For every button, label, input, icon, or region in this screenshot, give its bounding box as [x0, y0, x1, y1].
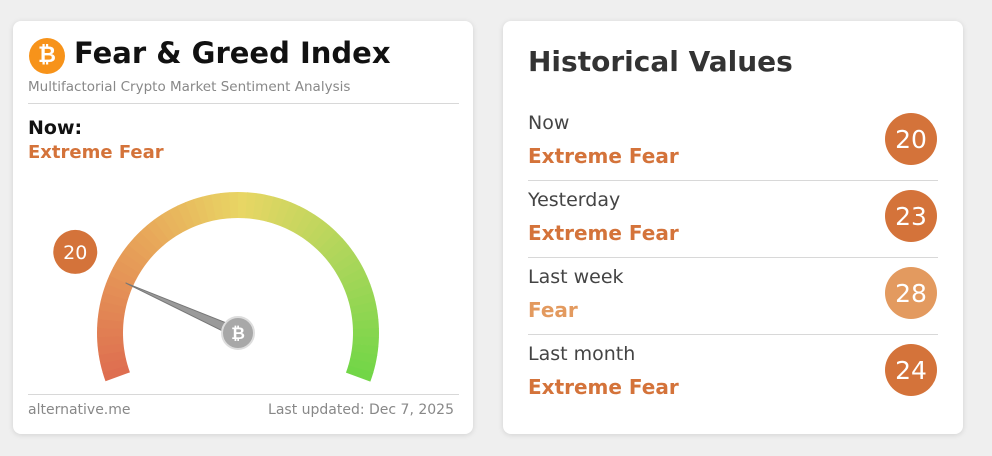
- gauge-arc: [245, 192, 257, 220]
- row-classification: Extreme Fear: [528, 221, 679, 245]
- gauge-arc: [322, 238, 349, 262]
- source: alternative.me: [28, 402, 131, 418]
- gauge-arc: [348, 358, 376, 374]
- gauge-arc: [97, 309, 125, 322]
- row-label: Last month: [528, 343, 636, 365]
- gauge-arc: [280, 202, 300, 230]
- row-label: Last week: [528, 266, 624, 288]
- hub-icon: ₿: [231, 324, 245, 344]
- gauge-arc: [109, 267, 137, 287]
- gauge-arc: [97, 318, 124, 330]
- gauge-arc: [127, 237, 154, 262]
- row-label: Yesterday: [528, 189, 621, 211]
- title: Fear & Greed Index: [74, 36, 391, 70]
- gauge: ₿ 20: [53, 192, 379, 382]
- gauge-arc: [153, 214, 176, 241]
- gauge-arc: [339, 267, 367, 287]
- bitcoin-icon: ₿: [29, 38, 65, 74]
- gauge-arc: [350, 350, 378, 365]
- gauge-arc: [332, 252, 359, 274]
- gauge-arc: [140, 225, 164, 251]
- row-value: 20: [885, 113, 937, 165]
- gauge-arc: [348, 292, 376, 308]
- gauge-arc: [267, 196, 283, 224]
- gauge-arc: [351, 343, 379, 356]
- gauge-arc: [327, 244, 354, 268]
- row-value: 28: [885, 267, 937, 319]
- gauge-arc: [133, 231, 159, 256]
- gauge-arc: [97, 335, 124, 347]
- gauge-arc: [105, 275, 134, 294]
- gauge-arc: [350, 301, 378, 315]
- gauge-arc: [176, 202, 196, 230]
- gauge-arc: [193, 196, 210, 224]
- gauge-arc: [113, 259, 141, 280]
- gauge-arc: [98, 350, 126, 364]
- gauge-arc: [300, 214, 323, 242]
- historical-card: Historical Values Now Extreme Fear 20 Yeste…: [503, 21, 963, 434]
- now-label: Now:: [28, 117, 83, 139]
- last-updated: Last updated: Dec 7, 2025: [268, 402, 454, 418]
- index-card: ₿ Fear & Greed Index Multifactorial Cryp…: [13, 21, 473, 434]
- gauge-arc: [168, 205, 189, 233]
- gauge-arc: [98, 300, 127, 315]
- gauge-value: 20: [63, 242, 87, 264]
- needle-hub: [221, 316, 255, 350]
- gauge-arc: [306, 219, 330, 246]
- row-classification: Extreme Fear: [528, 144, 679, 168]
- gauge-arc: [211, 193, 224, 221]
- gauge-arc: [100, 357, 128, 373]
- gauge-arc: [220, 192, 232, 219]
- gauge-arc: [352, 319, 379, 330]
- gauge-arc: [345, 284, 374, 301]
- gauge-arc: [274, 199, 292, 227]
- gauge-arc: [117, 251, 145, 274]
- row-classification: Fear: [528, 298, 578, 322]
- gauge-arc: [351, 310, 379, 323]
- gauge-arc: [122, 244, 149, 268]
- gauge-arc: [312, 225, 337, 251]
- row-classification: Extreme Fear: [528, 375, 679, 399]
- gauge-arc: [287, 205, 308, 233]
- gauge-arc: [146, 219, 170, 246]
- row-label: Now: [528, 112, 570, 134]
- gauge-arc: [161, 209, 183, 237]
- gauge-arc: [252, 193, 266, 221]
- gauge-arc: [185, 199, 203, 227]
- divider: [528, 334, 938, 335]
- row-value: 23: [885, 190, 937, 242]
- gauge-arc: [294, 210, 316, 237]
- gauge-arc: [345, 365, 374, 382]
- gauge-arc: [317, 231, 343, 256]
- gauge-arc: [97, 343, 125, 356]
- divider: [28, 103, 459, 104]
- divider: [528, 180, 938, 181]
- gauge-arc: [202, 194, 217, 222]
- now-classification: Extreme Fear: [28, 142, 164, 163]
- gauge-arc: [336, 259, 364, 281]
- subtitle: Multifactorial Crypto Market Sentiment A…: [28, 79, 351, 95]
- gauge-badge: [53, 229, 98, 274]
- divider: [528, 257, 938, 258]
- historical-title: Historical Values: [528, 45, 793, 78]
- gauge-arc: [100, 292, 128, 308]
- gauge-arc: [259, 194, 275, 222]
- gauge-arc: [343, 275, 371, 294]
- divider: [28, 394, 459, 395]
- row-value: 24: [885, 344, 937, 396]
- gauge-arc: [102, 283, 131, 301]
- gauge-arc: [102, 364, 130, 382]
- gauge-arc: [352, 336, 379, 347]
